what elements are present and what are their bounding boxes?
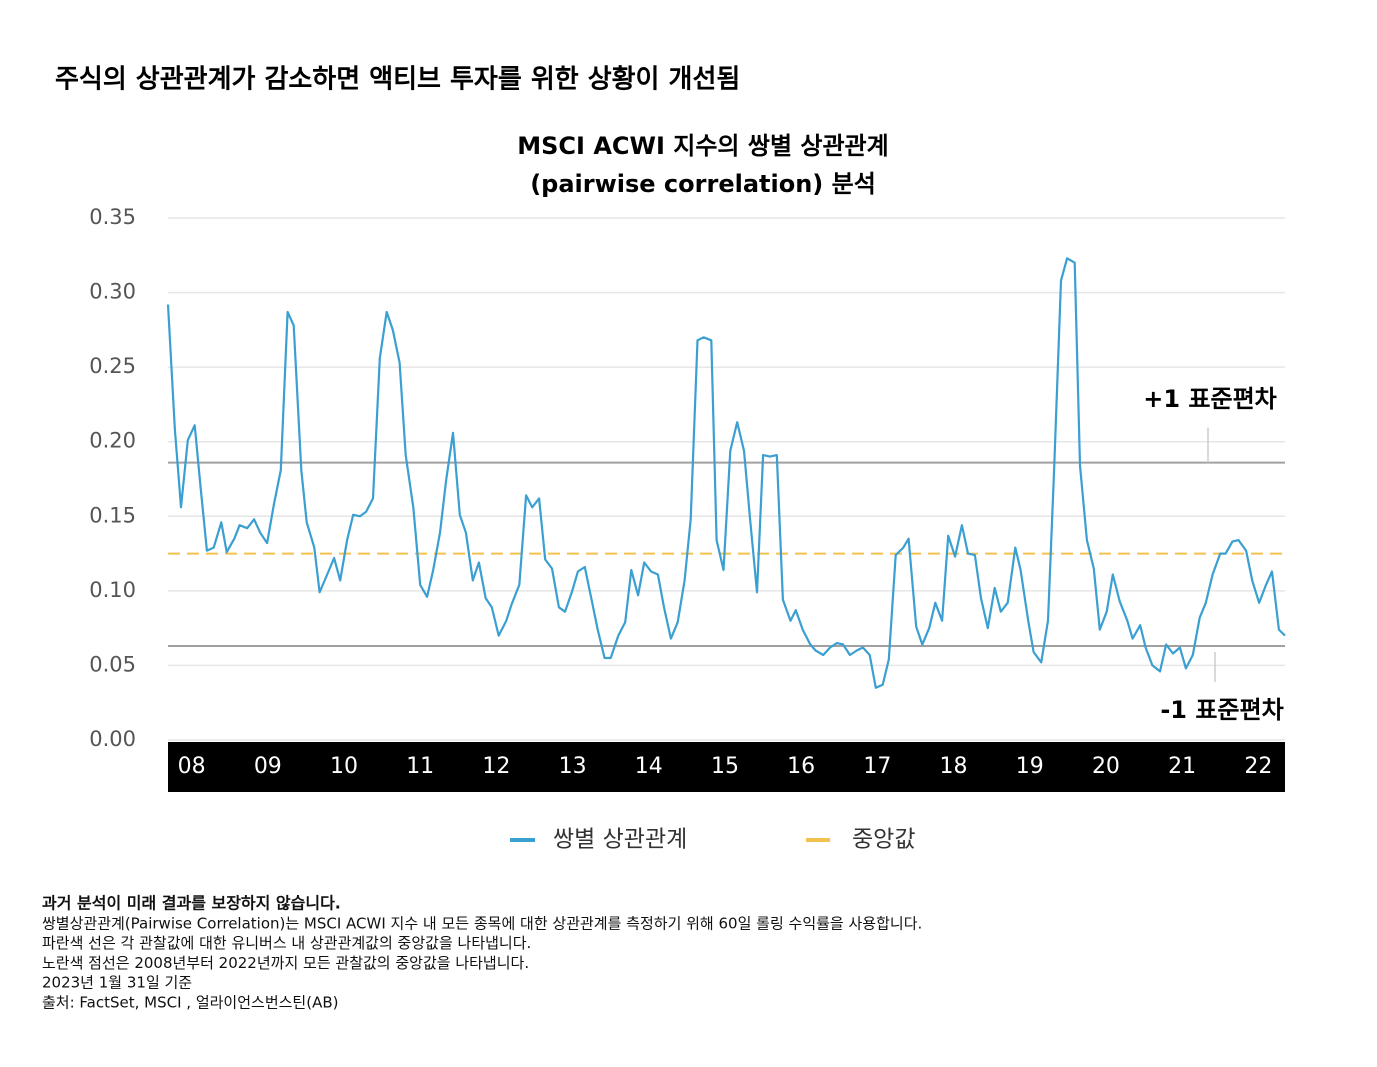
x-tick-label: 18 [940, 754, 968, 779]
footnote: 쌍별상관관계(Pairwise Correlation)는 MSCI ACWI … [42, 914, 922, 932]
footnote: 과거 분석이 미래 결과를 보장하지 않습니다. [42, 894, 341, 913]
footnote: 노란색 점선은 2008년부터 2022년까지 모든 관찰값의 중앙값을 나타냅… [42, 954, 529, 972]
chart-title: (pairwise correlation) 분석 [530, 170, 876, 198]
x-tick-label: 16 [787, 754, 815, 779]
y-tick-label: 0.00 [89, 727, 136, 751]
std-label: +1 표준편차 [1143, 385, 1276, 413]
series-line [166, 257, 1286, 689]
y-tick-label: 0.30 [89, 280, 136, 304]
y-tick-label: 0.05 [89, 652, 136, 676]
x-tick-label: 21 [1168, 754, 1196, 779]
x-tick-label: 17 [863, 754, 891, 779]
y-tick-label: 0.15 [89, 503, 136, 527]
y-tick-label: 0.25 [89, 354, 136, 378]
legend-label: 중앙값 [852, 827, 915, 853]
y-tick-label: 0.20 [89, 429, 136, 453]
x-tick-label: 13 [559, 754, 587, 779]
x-tick-label: 22 [1244, 754, 1272, 779]
x-tick-label: 11 [406, 754, 434, 779]
x-axis-band [168, 742, 1285, 792]
footnote: 파란색 선은 각 관찰값에 대한 유니버스 내 상관관계값의 중앙값을 나타냅니… [42, 934, 531, 952]
x-tick-label: 08 [178, 754, 206, 779]
heading: 주식의 상관관계가 감소하면 액티브 투자를 위한 상황이 개선됨 [55, 65, 740, 95]
x-tick-label: 19 [1016, 754, 1044, 779]
std-label: -1 표준편차 [1160, 696, 1283, 724]
x-tick-label: 15 [711, 754, 739, 779]
x-tick-label: 12 [482, 754, 510, 779]
x-tick-label: 10 [330, 754, 358, 779]
y-tick-label: 0.10 [89, 578, 136, 602]
footnote: 출처: FactSet, MSCI , 얼라이언스번스틴(AB) [42, 994, 338, 1012]
legend-label: 쌍별 상관관계 [553, 827, 687, 853]
footnote: 2023년 1월 31일 기준 [42, 974, 192, 992]
x-tick-label: 09 [254, 754, 282, 779]
x-tick-label: 14 [635, 754, 663, 779]
chart-title: MSCI ACWI 지수의 쌍별 상관관계 [517, 132, 888, 160]
x-tick-label: 20 [1092, 754, 1120, 779]
y-tick-label: 0.35 [89, 205, 136, 229]
